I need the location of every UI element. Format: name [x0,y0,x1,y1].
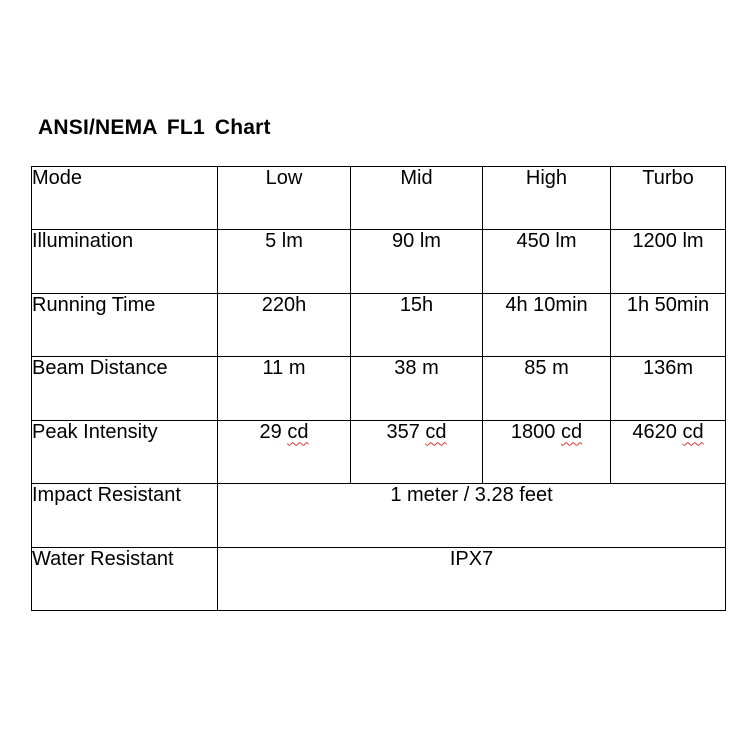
running-time-low: 220h [217,292,351,358]
header-cell-turbo: Turbo [610,165,726,231]
peak-intensity-unit-misspelled: cd [425,420,447,443]
row-label-beam-distance: Beam Distance [31,356,218,421]
table-row-water-resistant: Water Resistant IPX7 [31,546,726,612]
peak-intensity-mid: 357 cd [350,419,483,485]
peak-intensity-unit-misspelled: cd [287,420,309,443]
row-label-peak-intensity: Peak Intensity [31,419,218,485]
beam-distance-turbo: 136m [610,356,726,421]
table-row-running-time: Running Time 220h 15h 4h 10min 1h 50min [31,292,726,358]
table-row-beam-distance: Beam Distance 11 m 38 m 85 m 136m [31,356,726,421]
peak-intensity-low: 29 cd [217,419,351,485]
table-row-illumination: Illumination 5 lm 90 lm 450 lm 1200 lm [31,229,726,294]
peak-intensity-high: 1800 cd [482,419,611,485]
illumination-high: 450 lm [482,229,611,294]
peak-intensity-unit-misspelled: cd [560,420,583,443]
peak-intensity-high-number: 1800 [510,420,556,443]
row-label-running-time: Running Time [31,292,218,358]
fl1-spec-table: Mode Low Mid High Turbo Illumination 5 l… [31,165,726,612]
illumination-low: 5 lm [217,229,351,294]
peak-intensity-turbo: 4620 cd [610,419,726,485]
page-title: ANSI/NEMA FL1 Chart [38,116,271,139]
header-cell-mid: Mid [350,165,483,231]
table-row-impact-resistant: Impact Resistant 1 meter / 3.28 feet [31,483,726,548]
peak-intensity-unit-misspelled: cd [682,420,704,443]
impact-resistant-value: 1 meter / 3.28 feet [217,483,726,548]
illumination-turbo: 1200 lm [610,229,726,294]
running-time-mid: 15h [350,292,483,358]
row-label-impact-resistant: Impact Resistant [31,483,218,548]
row-label-water-resistant: Water Resistant [31,546,218,612]
beam-distance-high: 85 m [482,356,611,421]
running-time-turbo: 1h 50min [610,292,726,358]
beam-distance-mid: 38 m [350,356,483,421]
beam-distance-low: 11 m [217,356,351,421]
peak-intensity-low-number: 29 [259,420,282,443]
running-time-high: 4h 10min [482,292,611,358]
table-row-peak-intensity: Peak Intensity 29 cd 357 cd 1800 cd 4620… [31,419,726,485]
illumination-mid: 90 lm [350,229,483,294]
peak-intensity-mid-number: 357 [386,420,420,443]
peak-intensity-turbo-number: 4620 [632,420,677,443]
table-header-row: Mode Low Mid High Turbo [31,165,726,231]
header-cell-mode: Mode [31,165,218,231]
row-label-illumination: Illumination [31,229,218,294]
water-resistant-value: IPX7 [217,546,726,612]
header-cell-high: High [482,165,611,231]
header-cell-low: Low [217,165,351,231]
